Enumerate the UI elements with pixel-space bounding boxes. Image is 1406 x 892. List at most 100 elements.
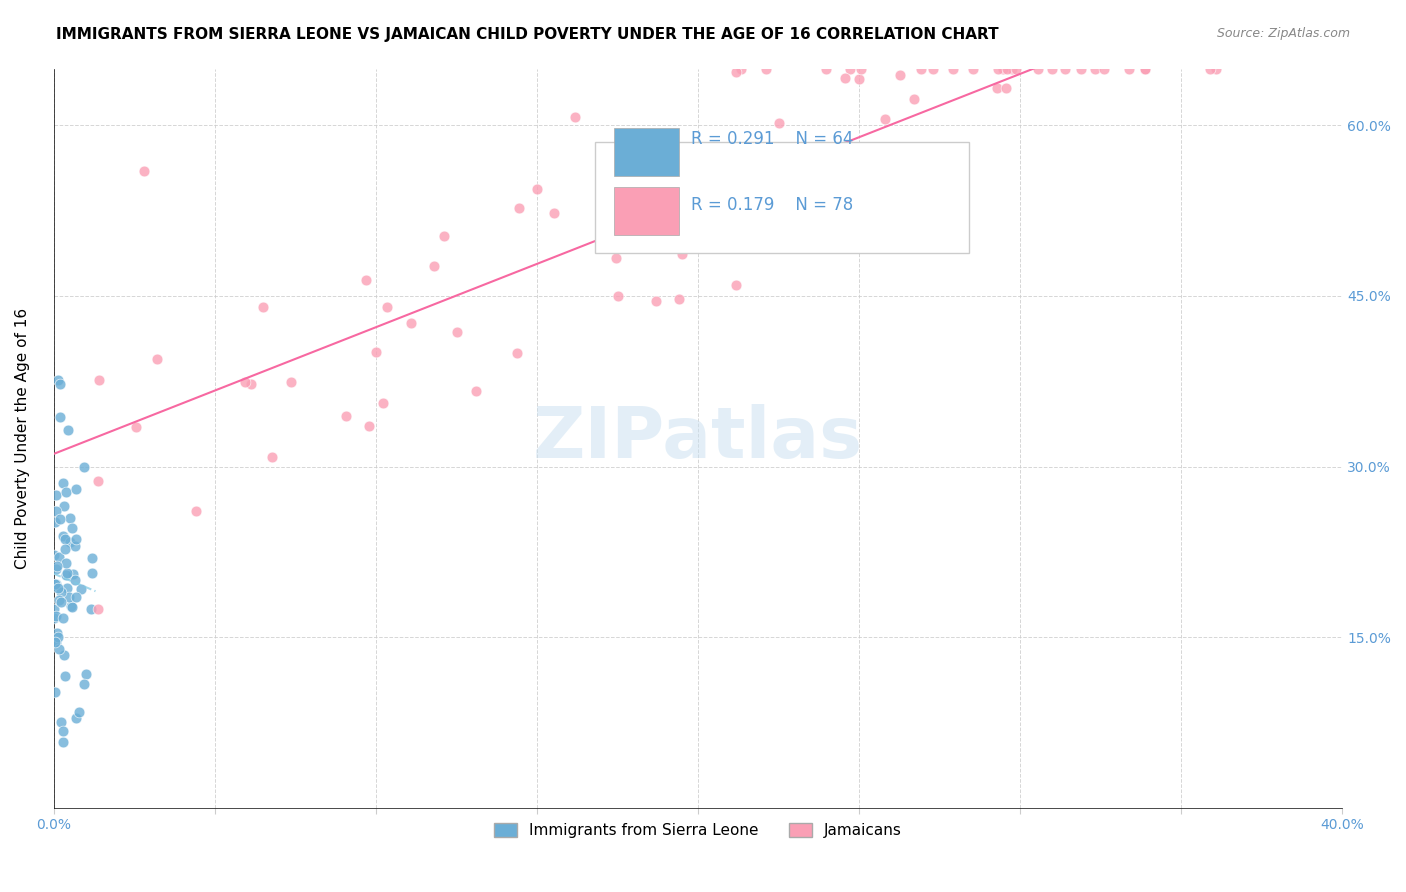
Point [280, 376, 302, 390]
Point [145, 351, 167, 366]
Point [1084, 62, 1107, 76]
Point [433, 228, 456, 243]
Point [564, 110, 586, 124]
Point [922, 62, 945, 76]
Point [849, 62, 872, 76]
Point [678, 199, 700, 213]
Point [657, 183, 679, 197]
Point [1040, 62, 1063, 76]
Point [52, 529, 75, 543]
Point [1026, 62, 1049, 76]
Point [45, 504, 67, 518]
Point [730, 62, 752, 76]
Point [125, 420, 148, 434]
Point [49, 376, 72, 391]
Point [45, 488, 67, 502]
Point [359, 419, 381, 434]
Point [45, 626, 67, 640]
Point [132, 164, 155, 178]
Point [889, 68, 911, 82]
Point [371, 396, 394, 410]
Point [645, 293, 668, 308]
Point [262, 450, 284, 465]
Point [446, 326, 468, 340]
Point [755, 62, 778, 76]
Point [1092, 62, 1115, 76]
Point [82, 566, 104, 581]
Point [65, 482, 87, 496]
Point [65, 532, 87, 546]
Point [810, 233, 832, 247]
Point [51, 594, 73, 608]
Point [55, 568, 77, 582]
Point [49, 512, 72, 526]
Point [87, 373, 110, 387]
Point [44, 685, 66, 699]
Point [46, 559, 69, 574]
Point [45, 609, 67, 624]
Text: ZIPatlas: ZIPatlas [533, 404, 863, 473]
Point [46, 581, 69, 595]
Point [607, 289, 630, 303]
Point [801, 169, 824, 183]
Point [55, 581, 77, 595]
Point [52, 648, 75, 663]
Point [48, 642, 70, 657]
Point [44, 635, 66, 649]
Point [53, 541, 76, 556]
Point [834, 70, 856, 85]
Point [941, 62, 963, 76]
Point [62, 566, 84, 581]
Point [252, 301, 274, 315]
Point [652, 133, 675, 147]
Point [543, 206, 565, 220]
Point [49, 714, 72, 729]
Point [775, 205, 797, 219]
Point [856, 190, 879, 204]
Point [991, 62, 1014, 76]
FancyBboxPatch shape [595, 143, 969, 253]
Point [55, 484, 77, 499]
Point [56, 423, 79, 437]
Point [986, 80, 1008, 95]
Point [49, 585, 72, 599]
Point [464, 384, 486, 398]
Point [52, 611, 75, 625]
Text: IMMIGRANTS FROM SIERRA LEONE VS JAMAICAN CHILD POVERTY UNDER THE AGE OF 16 CORRE: IMMIGRANTS FROM SIERRA LEONE VS JAMAICAN… [56, 27, 998, 42]
Point [375, 300, 398, 314]
Point [59, 510, 82, 524]
FancyBboxPatch shape [614, 186, 679, 235]
Point [52, 735, 75, 749]
Point [724, 65, 747, 79]
Point [987, 62, 1010, 76]
Point [59, 534, 82, 549]
Point [52, 724, 75, 739]
Point [1133, 62, 1156, 76]
Point [815, 62, 838, 76]
Text: R = 0.291    N = 64: R = 0.291 N = 64 [692, 129, 853, 148]
Point [65, 711, 87, 725]
Point [51, 476, 73, 491]
Point [186, 504, 208, 518]
Point [995, 62, 1018, 76]
Point [910, 62, 932, 76]
Point [399, 316, 422, 330]
Point [605, 251, 627, 265]
Point [1118, 62, 1140, 76]
Point [233, 375, 256, 389]
Point [52, 499, 75, 513]
Point [48, 410, 70, 425]
Point [354, 273, 377, 287]
Point [60, 521, 83, 535]
Point [46, 630, 69, 644]
Point [63, 539, 86, 553]
Point [1053, 62, 1076, 76]
Point [962, 62, 984, 76]
Point [508, 201, 530, 215]
Point [46, 373, 69, 387]
Point [725, 278, 748, 293]
Point [526, 182, 548, 196]
Point [335, 409, 357, 423]
Text: Source: ZipAtlas.com: Source: ZipAtlas.com [1216, 27, 1350, 40]
Point [60, 599, 83, 613]
